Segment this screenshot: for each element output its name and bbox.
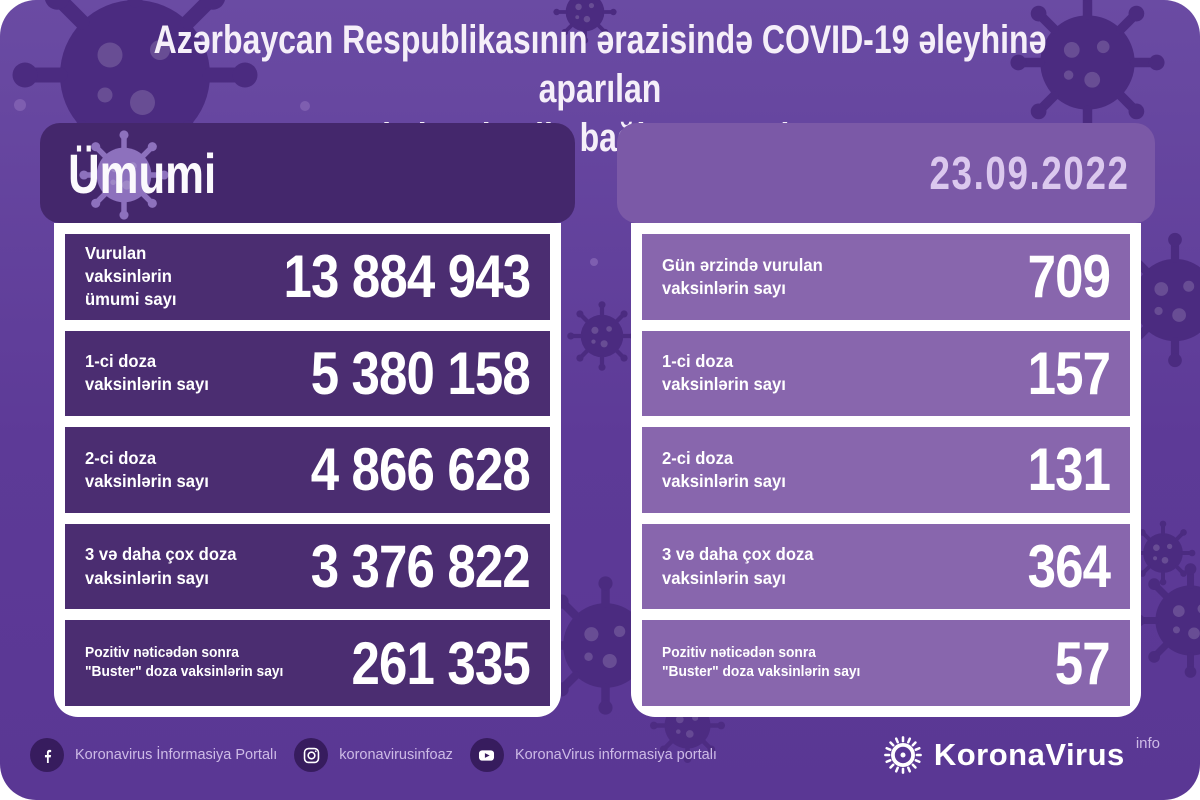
stat-value: 5 380 158 — [310, 339, 531, 407]
instagram-link[interactable]: koronavirusinfoaz — [294, 738, 453, 772]
stat-row-daily-dose1: 1-ci doza vaksinlərin sayı 157 — [642, 330, 1130, 417]
youtube-label: KoronaVirus informasiya portalı — [514, 747, 717, 763]
totals-column: Ümumi Vurulan vaksinlərin ümumi sayı 13 … — [40, 123, 575, 717]
totals-header-label: Ümumi — [68, 141, 217, 205]
stat-value: 261 335 — [351, 629, 531, 697]
stat-label: 3 və daha çox doza vaksinlərin sayı — [662, 544, 814, 588]
stat-value: 157 — [1027, 339, 1110, 407]
stat-value: 57 — [1054, 629, 1111, 697]
stat-label: Pozitiv nəticədən sonra "Buster" doza va… — [85, 645, 284, 681]
stat-row-daily-booster: Pozitiv nəticədən sonra "Buster" doza va… — [642, 620, 1130, 706]
stat-row-daily-dose3plus: 3 və daha çox doza vaksinlərin sayı 364 — [642, 523, 1130, 610]
stat-row-total-all: Vurulan vaksinlərin ümumi sayı 13 884 94… — [65, 234, 550, 320]
stat-row-daily-dose2: 2-ci doza vaksinlərin sayı 131 — [642, 427, 1130, 513]
stat-row-total-dose3plus: 3 və daha çox doza vaksinlərin sayı 3 37… — [65, 523, 550, 610]
stat-row-total-dose2: 2-ci doza vaksinlərin sayı 4 866 628 — [65, 427, 550, 513]
stat-label: 2-ci doza vaksinlərin sayı — [85, 447, 209, 491]
stat-label: Pozitiv nəticədən sonra "Buster" doza va… — [662, 645, 861, 681]
stat-label: 2-ci doza vaksinlərin sayı — [662, 447, 786, 491]
stat-value: 4 866 628 — [310, 436, 531, 504]
stat-row-total-dose1: 1-ci doza vaksinlərin sayı 5 380 158 — [65, 330, 550, 417]
stat-value: 131 — [1027, 436, 1110, 504]
stat-label: 1-ci doza vaksinlərin sayı — [85, 351, 209, 395]
stat-label: Gün ərzində vurulan vaksinlərin sayı — [662, 254, 823, 298]
instagram-label: koronavirusinfoaz — [339, 747, 453, 763]
brand-suffix: info — [1135, 734, 1160, 752]
stat-row-daily-all: Gün ərzində vurulan vaksinlərin sayı 709 — [642, 234, 1130, 320]
stat-label: Vurulan vaksinlərin ümumi sayı — [85, 243, 177, 310]
stat-value: 364 — [1027, 533, 1110, 601]
stat-value: 3 376 822 — [310, 533, 531, 601]
facebook-link[interactable]: Koronavirus İnformasiya Portalı — [30, 738, 277, 772]
daily-column: 23.09.2022 Gün ərzində vurulan vaksinlər… — [617, 123, 1155, 717]
instagram-icon — [294, 738, 329, 772]
stat-label: 1-ci doza vaksinlərin sayı — [662, 351, 786, 395]
daily-header: 23.09.2022 — [617, 123, 1155, 223]
totals-header: Ümumi — [40, 123, 575, 223]
totals-panel: Vurulan vaksinlərin ümumi sayı 13 884 94… — [54, 223, 561, 717]
brand-logo: KoronaVirus info — [882, 734, 1200, 776]
footer: Koronavirus İnformasiya Portalı koronavi… — [0, 718, 1200, 800]
stat-value: 13 884 943 — [283, 243, 531, 311]
brand-name: KoronaVirus — [933, 737, 1125, 772]
stat-label: 3 və daha çox doza vaksinlərin sayı — [85, 544, 237, 588]
title-line-1: Azərbaycan Respublikasının ərazisində CO… — [153, 18, 1047, 111]
stat-row-total-booster: Pozitiv nəticədən sonra "Buster" doza va… — [65, 620, 550, 706]
koronavirus-logo-icon — [883, 736, 922, 774]
facebook-label: Koronavirus İnformasiya Portalı — [75, 747, 278, 763]
stat-value: 709 — [1027, 243, 1110, 311]
facebook-icon — [30, 738, 64, 772]
daily-panel: Gün ərzində vurulan vaksinlərin sayı 709… — [631, 223, 1141, 717]
youtube-link[interactable]: KoronaVirus informasiya portalı — [469, 738, 717, 772]
youtube-icon — [469, 738, 504, 772]
report-date: 23.09.2022 — [929, 147, 1130, 199]
